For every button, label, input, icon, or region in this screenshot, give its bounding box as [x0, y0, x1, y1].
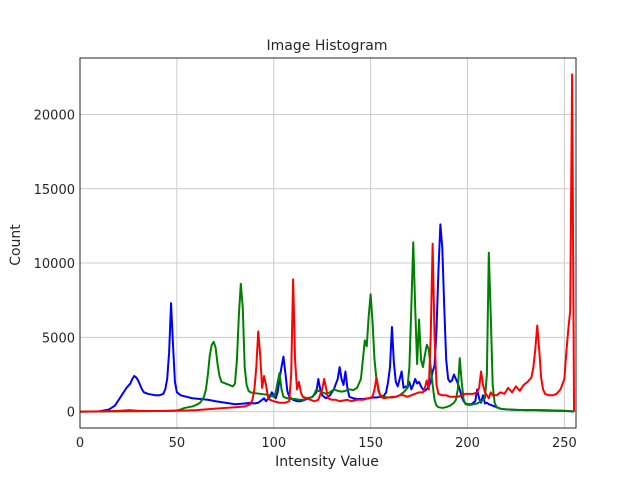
y-axis-label: Count [8, 224, 24, 266]
x-axis-label: Intensity Value [275, 454, 379, 470]
y-tick-label: 20000 [34, 108, 75, 123]
x-tick-label: 200 [455, 436, 480, 451]
series-line-2 [79, 73, 576, 413]
series-line-0 [79, 223, 575, 413]
x-tick-label: 250 [552, 436, 577, 451]
y-tick-label: 0 [67, 406, 75, 421]
series-line-1 [79, 241, 575, 413]
y-tick-label: 10000 [34, 257, 75, 272]
y-tick-label: 15000 [34, 183, 75, 198]
chart-title: Image Histogram [267, 38, 388, 54]
x-tick-label: 100 [261, 436, 286, 451]
plot-frame [79, 57, 577, 429]
plot-area: 0 50 100 150 200 250 0 5000 10000 15000 20000 [34, 57, 577, 451]
x-tick-label: 150 [358, 436, 383, 451]
y-tick-label: 5000 [42, 331, 75, 346]
x-tick-label: 50 [169, 436, 186, 451]
x-tick-label: 0 [76, 436, 84, 451]
